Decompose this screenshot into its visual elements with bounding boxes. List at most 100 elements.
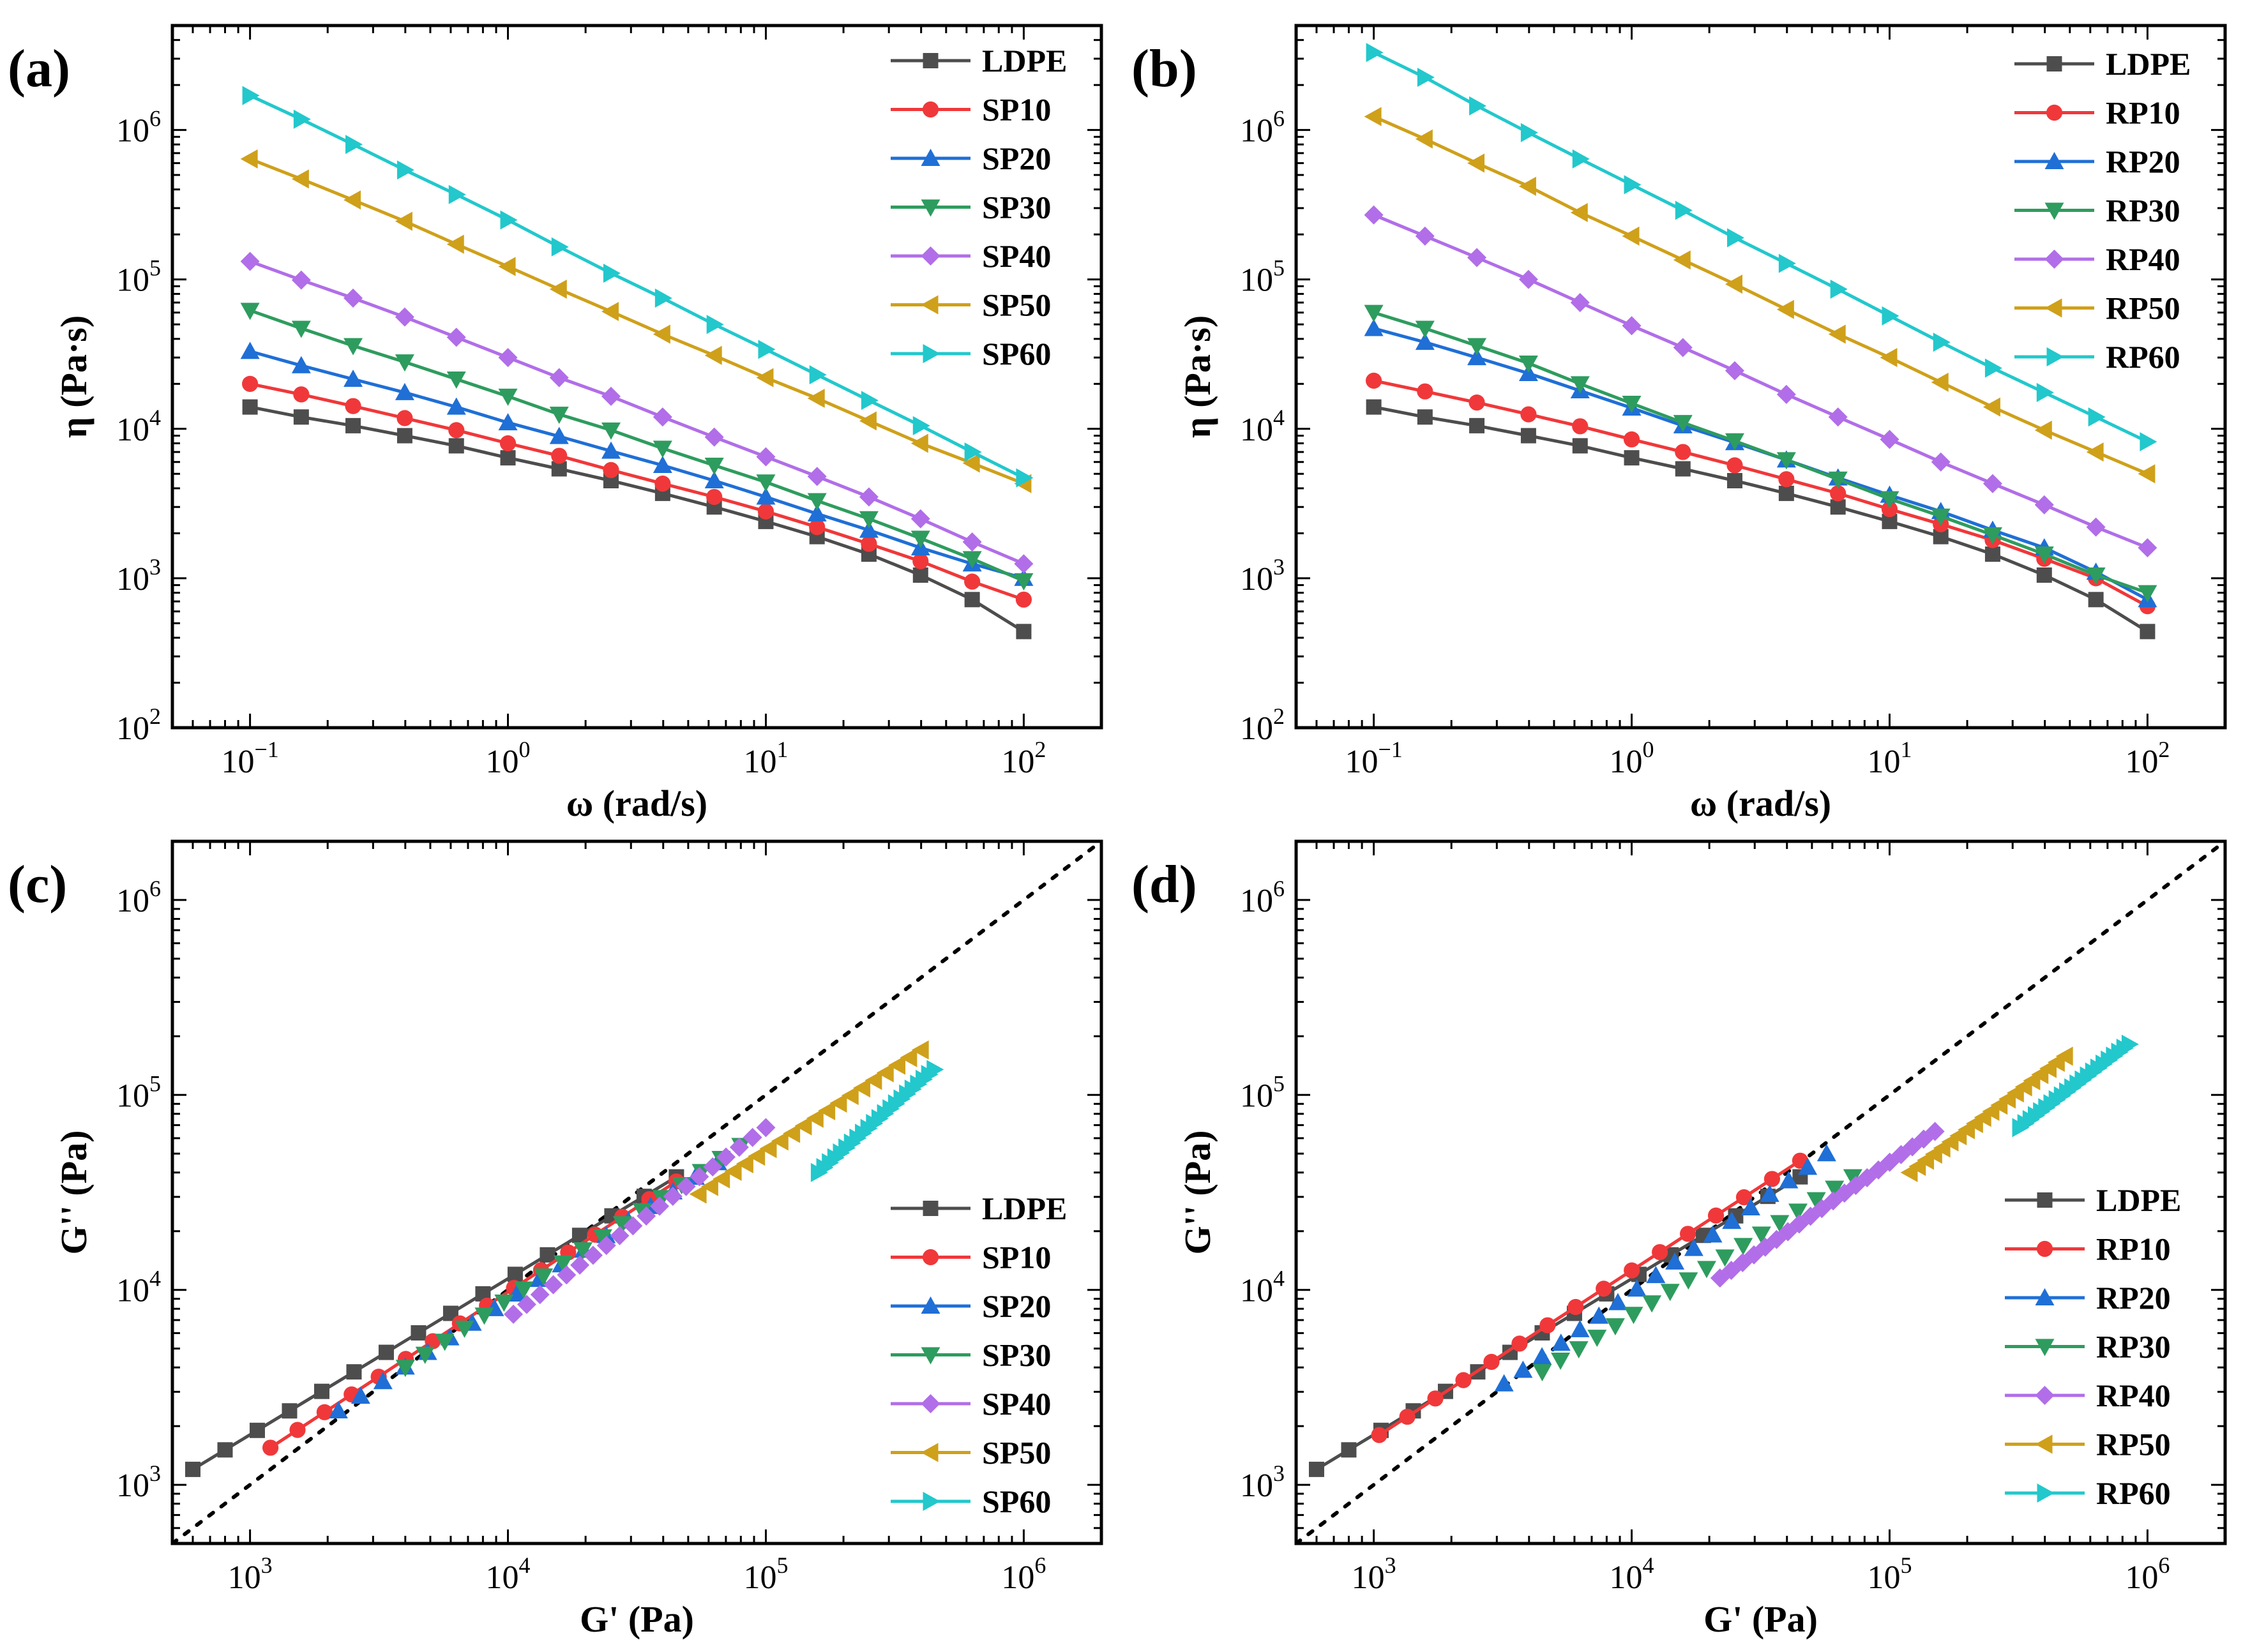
data-point <box>1572 149 1590 169</box>
legend-label: RP50 <box>2096 1427 2171 1462</box>
x-tick-label: 101 <box>743 737 788 780</box>
y-tick-label: 105 <box>1240 255 1285 299</box>
data-point <box>583 1245 603 1265</box>
plot-frame-c <box>170 839 1103 1545</box>
series-line-ldpe <box>1373 405 2149 633</box>
legend-marker <box>2037 1483 2055 1503</box>
legend-item-ldpe: LDPE <box>891 43 1067 79</box>
data-point <box>448 184 466 204</box>
legend-item-ldpe: LDPE <box>891 1190 1067 1226</box>
data-point <box>1763 1171 1781 1187</box>
series-sp40 <box>504 1118 776 1324</box>
x-tick-label-exp: 1 <box>776 737 788 762</box>
y-tick-label: 103 <box>1240 554 1285 597</box>
data-point <box>1570 1319 1590 1337</box>
data-point <box>736 1154 753 1174</box>
data-point <box>549 368 569 387</box>
legend-marker <box>2044 298 2062 318</box>
data-point <box>411 1325 427 1341</box>
x-tick-label-base: 10 <box>1610 1559 1643 1596</box>
legend-b: LDPE RP10 RP20 RP30 RP40 RP50 RP60 <box>2014 46 2191 375</box>
data-point <box>1830 485 1847 502</box>
y-tick-label-exp: 5 <box>149 1070 161 1096</box>
x-tick-label: 103 <box>228 1552 273 1596</box>
data-point <box>507 1266 523 1282</box>
data-point <box>2086 517 2106 537</box>
data-point <box>1587 1330 1607 1348</box>
series-line-rp10 <box>1373 379 2149 608</box>
data-point <box>1828 324 1846 344</box>
series-line-sp30 <box>249 308 1025 583</box>
plot-frame-b <box>1294 24 2227 730</box>
data-point <box>1627 1279 1647 1297</box>
data-point <box>1415 333 1435 350</box>
data-point <box>448 438 464 454</box>
data-point <box>1735 1189 1753 1206</box>
data-point <box>498 413 518 431</box>
data-point <box>249 1422 265 1438</box>
y-tick-label-base: 10 <box>116 113 149 149</box>
data-point <box>1642 1295 1662 1313</box>
data-point <box>1760 1184 1779 1202</box>
legend-label: LDPE <box>982 43 1067 79</box>
data-point <box>841 1086 859 1106</box>
data-point <box>1570 376 1590 394</box>
y-tick-label-exp: 3 <box>1273 554 1285 580</box>
plot-frame-d <box>1294 839 2227 1545</box>
data-point <box>859 411 877 431</box>
x-tick-label-exp: 0 <box>519 737 531 762</box>
data-point <box>1660 1284 1680 1302</box>
legend-marker <box>921 246 940 266</box>
data-point <box>2055 1046 2073 1066</box>
data-point <box>1622 226 1640 246</box>
data-point <box>1931 372 1949 392</box>
data-point <box>1725 433 1744 451</box>
legend-d: LDPE RP10 RP20 RP30 RP40 RP50 RP60 <box>2005 1182 2181 1511</box>
legend-item-sp40: SP40 <box>891 238 1051 274</box>
legend-label: SP30 <box>982 190 1051 225</box>
x-tick-label-exp: 6 <box>2158 1552 2170 1578</box>
series-rp10 <box>1371 1152 1808 1443</box>
data-point <box>713 1169 730 1189</box>
data-point <box>504 1304 524 1324</box>
data-point <box>1532 1364 1552 1382</box>
data-point <box>2086 442 2104 462</box>
data-point <box>557 1265 577 1285</box>
data-point <box>1880 491 1899 509</box>
x-tick-label-exp: −1 <box>1378 737 1402 762</box>
series-rp20 <box>1494 1144 1836 1392</box>
data-point <box>1532 1347 1552 1365</box>
legend-a: LDPE SP10 SP20 SP30 SP40 SP50 SP60 <box>891 43 1067 372</box>
data-point <box>289 1422 306 1438</box>
legend-marker <box>2035 1386 2055 1405</box>
data-point <box>1520 428 1536 444</box>
data-point <box>1015 591 1032 608</box>
legend-marker <box>921 1347 940 1365</box>
legend-marker <box>922 101 939 118</box>
y-tick-label-exp: 2 <box>1273 703 1285 729</box>
data-point <box>1806 1192 1826 1210</box>
data-point <box>1673 250 1691 270</box>
x-tick-label-base: 10 <box>1001 1559 1034 1596</box>
y-tick-label-base: 10 <box>1240 1273 1273 1309</box>
x-tick-label-base: 10 <box>228 1559 261 1596</box>
data-point <box>241 375 259 392</box>
y-axis-title: G'' (Pa) <box>1177 1130 1218 1255</box>
data-point <box>1366 399 1382 415</box>
data-point <box>1513 1360 1533 1378</box>
data-point <box>2138 538 2157 558</box>
data-point <box>1417 68 1435 87</box>
data-point <box>912 416 930 435</box>
data-point <box>1570 203 1588 223</box>
legend-marker <box>2035 1339 2055 1356</box>
data-point <box>1518 176 1536 196</box>
data-point <box>910 433 928 453</box>
x-tick-label-base: 10 <box>1867 1559 1900 1596</box>
data-point <box>1707 1207 1725 1224</box>
x-tick-label: 10−1 <box>221 737 278 780</box>
data-point <box>1726 228 1744 248</box>
data-point <box>500 210 518 230</box>
x-tick-label-base: 10 <box>2125 744 2158 780</box>
data-point <box>2138 464 2156 484</box>
data-point <box>743 1127 762 1147</box>
